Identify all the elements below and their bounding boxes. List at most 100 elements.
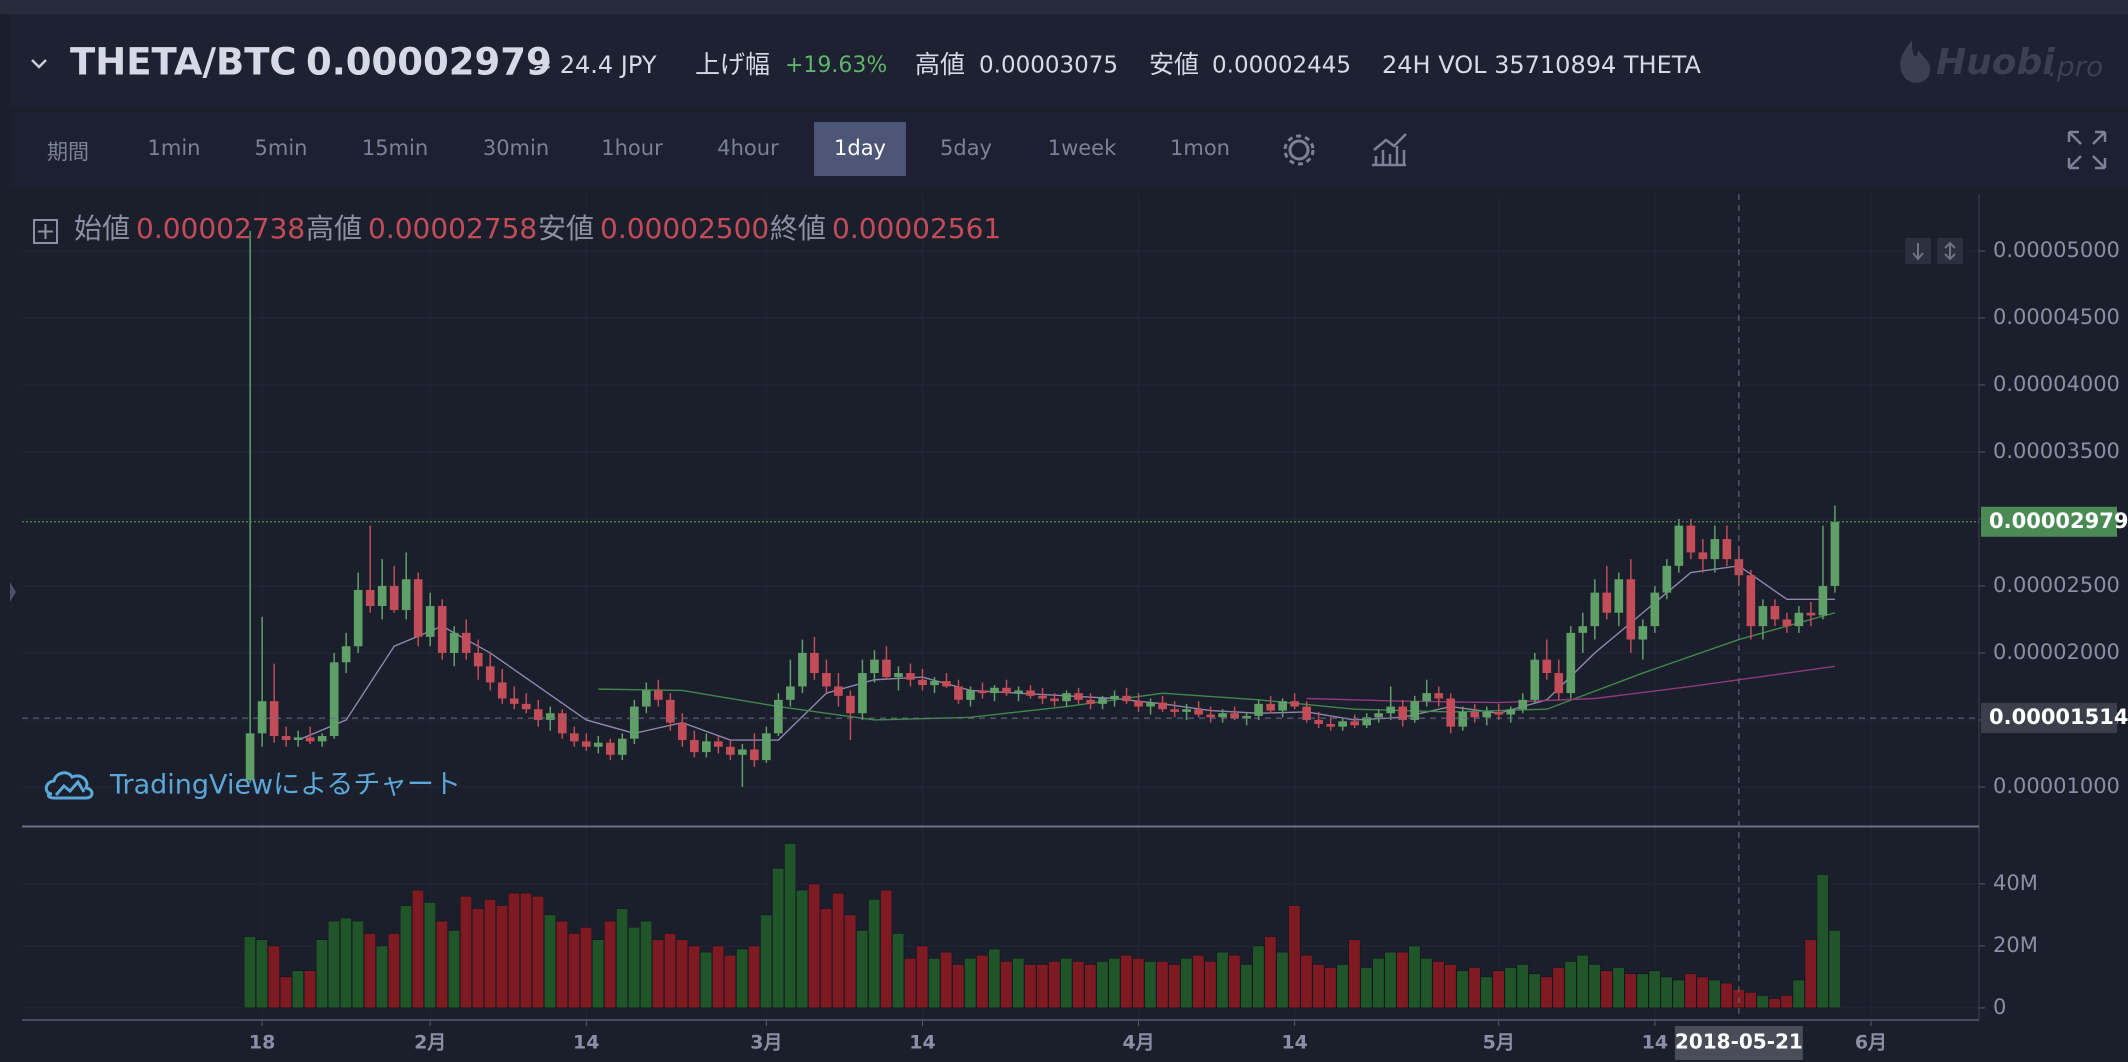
volume-bar [844,914,857,1009]
volume-bar [1204,961,1217,1009]
candle-body [1350,721,1360,726]
candle-body [437,606,447,653]
volume-bar [555,920,569,1009]
volume-bar [1588,964,1601,1009]
side-handle[interactable] [10,582,16,602]
volume-bar [712,945,725,1009]
candle-body [353,589,363,647]
interval-button[interactable] [814,122,906,176]
candle-body [1266,703,1275,711]
candle-body [461,632,471,653]
interval-label: 5min [255,136,308,160]
volume-bar [1348,939,1361,1009]
volume-bar [616,908,629,1009]
candle-body [1062,693,1071,702]
volume-bar [1240,964,1253,1009]
candle-body [1326,723,1335,727]
indicators-icon[interactable] [1372,133,1407,167]
volume-bar [1576,954,1589,1009]
volume-bar [531,895,545,1009]
volume-bar [579,926,593,1009]
candle-body [1026,690,1035,696]
volume-tick-label: 40M [1993,871,2038,895]
volume-bar [279,976,292,1009]
volume-bar [724,954,737,1009]
settings-icon[interactable] [1283,134,1315,166]
candle-body [329,662,339,737]
candle-body [1206,714,1215,718]
volume-bar [1180,957,1193,1009]
candle-body [1158,702,1167,710]
volume-bar [1108,957,1121,1009]
jpy: ≈ 24.4 JPY [532,51,657,79]
period-label: 期間 [47,140,89,164]
volume-bar [1768,998,1781,1009]
candle-body [786,686,795,700]
crosshair-date-tag [1674,1026,1803,1060]
fullscreen-icon[interactable] [2067,130,2107,170]
volume-bar [255,939,268,1009]
candle-body [1398,706,1408,720]
candle-body [1098,698,1107,704]
candle-body [1194,709,1203,715]
volume-bar [1000,961,1013,1009]
candle-body [1086,699,1095,704]
candle-body [1170,709,1179,712]
candle-body [870,659,879,674]
volume-bar [1624,973,1637,1009]
ohlc-legend: 始値 0.00002738 高値 0.00002758 安値 0.0000250… [33,212,1001,245]
volume-bar [1432,961,1445,1009]
volume-bar [471,908,485,1009]
collapse-icon[interactable] [31,59,47,69]
volume-bar [1156,961,1169,1009]
volume-bar [808,883,821,1009]
volume-bar [988,948,1001,1009]
logo: Huobi [1936,42,2055,83]
volume-tick-label: 0 [1993,995,2006,1019]
last-price-label: 0.00002979 [1989,509,2128,533]
candle-body [1386,706,1396,714]
volume-bar [784,843,797,1009]
volume-bar [483,899,497,1009]
volume-bar [1780,995,1793,1009]
volume-bar [291,970,304,1009]
candle-body [1446,698,1456,727]
volume-bar [1528,973,1541,1009]
candle-body [1734,559,1744,576]
x-tick-label: 4月 [1122,1032,1154,1054]
candle-body [1686,525,1696,553]
candle-body [882,659,891,678]
candle-body [281,736,291,741]
crosshair-price-tag [1981,703,2117,734]
volume-bar [339,917,352,1009]
low-label: 安値 [538,212,594,245]
candle-body [750,749,759,761]
close-value: 0.00002561 [832,212,1001,245]
volume-bar [1564,961,1577,1009]
candle-body [1722,539,1732,560]
candle-body [1470,711,1480,718]
volume-bar [1300,954,1313,1009]
volume-bar [832,892,845,1009]
volume-bar [796,889,809,1009]
candle-body [1782,619,1792,627]
candle-body [918,679,927,686]
volume-bar [399,905,412,1009]
candle-body [401,579,411,611]
candle-body [1182,709,1191,712]
candle-body [1434,693,1444,699]
candle-body [954,686,963,700]
volume-bar [1696,976,1709,1009]
crosshair-date-label: 2018-05-21 [1675,1030,1803,1054]
candle-body [1578,626,1588,633]
candle-body [1758,606,1768,627]
volume-bar [1072,961,1085,1009]
candle-body [1770,606,1780,620]
x-tick-label: 18 [249,1032,275,1054]
legend-toggle[interactable] [33,219,58,244]
volume-bar [1756,995,1769,1009]
candle-body [365,589,375,607]
high-label: 高値 [915,50,965,79]
watermark[interactable]: TradingViewによるチャート [44,770,461,801]
